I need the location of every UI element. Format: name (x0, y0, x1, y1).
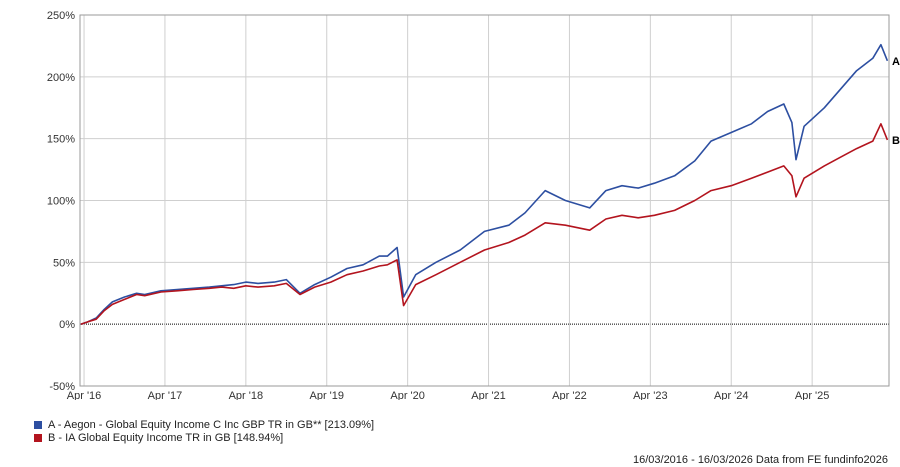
x-tick-label: Apr '24 (714, 390, 749, 400)
legend-swatch-b (34, 433, 42, 442)
x-tick-label: Apr '21 (471, 390, 506, 400)
x-tick-label: Apr '25 (795, 390, 830, 400)
tick-labels: 250% 200% 150% 100% 50% 0% -50%Apr '16 Apr '17 A… (47, 10, 900, 400)
plot-frame (79, 14, 890, 387)
legend-swatch-a (34, 420, 42, 429)
legend: A - Aegon - Global Equity Income C Inc G… (34, 418, 374, 444)
legend-item-b: B - IA Global Equity Income TR in GB [14… (34, 431, 374, 444)
series-line-b (80, 123, 889, 325)
y-tick-label: -50% (49, 381, 75, 393)
performance-line-chart: 250% 200% 150% 100% 50% 0% -50%Apr '16 Apr '17 A… (47, 10, 900, 400)
x-tick-label: Apr '20 (390, 390, 425, 400)
y-tick-label: 250% (47, 10, 75, 22)
y-tick-label: 200% (47, 72, 75, 84)
x-tick-label: Apr '17 (148, 390, 183, 400)
x-tick-label: Apr '19 (309, 390, 344, 400)
x-tick-label: Apr '23 (633, 390, 668, 400)
series-lines (80, 43, 889, 325)
legend-label-a: A - Aegon - Global Equity Income C Inc G… (48, 418, 375, 431)
y-tick-label: 50% (53, 257, 75, 269)
x-tick-label: Apr '16 (67, 390, 102, 400)
legend-item-a: A - Aegon - Global Equity Income C Inc G… (34, 418, 374, 431)
axes (79, 14, 890, 387)
gridlines (80, 14, 889, 387)
y-tick-label: 150% (47, 134, 75, 146)
series-line-a (80, 43, 889, 325)
footer-source-note: 16/03/2016 - 16/03/2026 Data from FE fun… (632, 454, 888, 466)
y-tick-label: 100% (47, 196, 75, 208)
y-tick-label: 0% (59, 319, 75, 331)
x-tick-label: Apr '18 (229, 390, 264, 400)
series-end-label-b: B (892, 135, 900, 147)
x-tick-label: Apr '22 (552, 390, 587, 400)
legend-label-b: B - IA Global Equity Income TR in GB [14… (48, 431, 284, 444)
series-end-label-a: A (892, 56, 900, 68)
